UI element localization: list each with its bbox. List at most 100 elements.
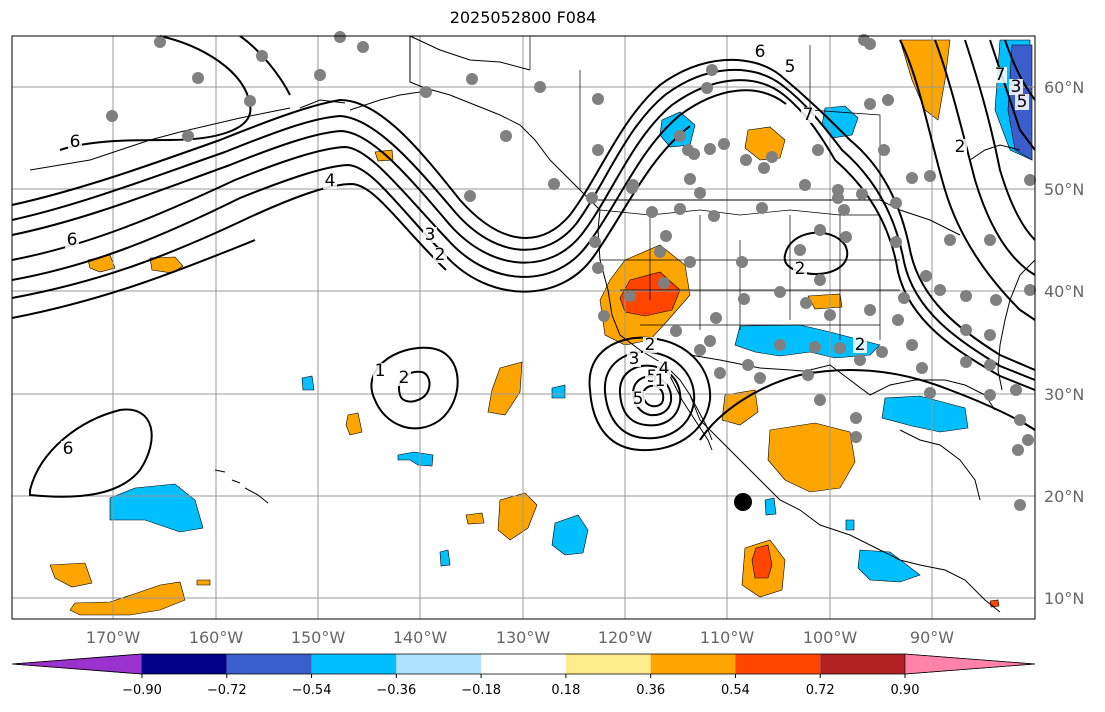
contour-line (11, 182, 447, 299)
contour-line (1004, 39, 1036, 101)
contour-label-bg (953, 139, 967, 155)
station-dot (850, 412, 862, 424)
station-dot (464, 190, 476, 202)
contour-label-bg (631, 391, 645, 407)
anomaly-region (439, 549, 451, 567)
contour-label: 6 (63, 439, 74, 459)
contour-label-bg (61, 441, 75, 457)
colorbar-label: 0.54 (721, 683, 750, 698)
contour-line (641, 384, 665, 408)
colorbar-label: −0.18 (461, 683, 501, 698)
contour-label: 4 (659, 359, 670, 379)
station-dot (598, 310, 610, 322)
station-dot (466, 73, 478, 85)
station-dot (924, 387, 936, 399)
station-dot (708, 210, 720, 222)
contour-label: 2 (435, 245, 446, 265)
coastline-segment (689, 354, 816, 373)
contour-line (59, 35, 252, 151)
station-dot (944, 234, 956, 246)
station-dot (960, 324, 972, 336)
station-dot (710, 312, 722, 324)
station-dot (624, 290, 636, 302)
station-dot (754, 372, 766, 384)
station-dot (654, 246, 666, 258)
station-dot (420, 86, 432, 98)
station-dot (586, 192, 598, 204)
station-dot (824, 309, 836, 321)
contour-line (11, 58, 1036, 371)
station-dot (534, 81, 546, 93)
station-dot (742, 359, 754, 371)
coastline-segment (214, 469, 269, 504)
station-dot (646, 206, 658, 218)
station-dot (592, 93, 604, 105)
station-dot (854, 354, 866, 366)
station-dot (674, 130, 686, 142)
axis-ticks: 170°W 160°W 150°W 140°W 130°W 120°W 110°W 100°W… (86, 78, 1085, 647)
lat-tick-label: 40°N (1044, 282, 1084, 301)
station-dot (990, 294, 1002, 306)
colorbar-segment (481, 654, 566, 674)
station-dot (960, 290, 972, 302)
contour-label: 6 (70, 132, 81, 152)
lon-tick-label: 170°W (86, 628, 141, 647)
contour-label-bg (653, 373, 667, 389)
anomaly-region (807, 293, 843, 310)
contour-label-bg (1009, 79, 1023, 95)
contour-label-bg (993, 67, 1007, 83)
contour-label-bg (643, 337, 657, 353)
contour-label-bg (397, 370, 411, 386)
contour-label: 5 (785, 57, 796, 77)
station-dot (192, 72, 204, 84)
contour-line (783, 231, 849, 276)
coastline-segment (29, 107, 291, 171)
station-dot (314, 69, 326, 81)
lat-tick-label: 10°N (1044, 589, 1084, 608)
station-dot (357, 41, 369, 53)
contour-label: 3 (1011, 77, 1022, 97)
contour-layer (11, 35, 1036, 498)
station-dot (688, 148, 700, 160)
coastline-segment (299, 99, 346, 109)
anomaly-region (49, 562, 93, 588)
contour-line (239, 35, 291, 96)
station-dot (589, 236, 601, 248)
lon-tick-label: 130°W (496, 628, 551, 647)
colorbar-segment (820, 654, 905, 674)
station-dot (864, 38, 876, 50)
station-dot (660, 230, 672, 242)
station-dot (736, 256, 748, 268)
colorbar-label: −0.90 (122, 683, 162, 698)
contour-label: 7 (803, 105, 814, 125)
plot-title: 2025052800 F084 (449, 8, 597, 27)
anomaly-region (301, 375, 315, 391)
lat-tick-label: 50°N (1044, 180, 1084, 199)
station-dots (106, 31, 1036, 511)
station-dot (701, 82, 713, 94)
station-dot (674, 203, 686, 215)
station-dot (809, 341, 821, 353)
station-dot (906, 339, 918, 351)
station-dot (890, 236, 902, 248)
station-dot (906, 172, 918, 184)
station-dot (800, 297, 812, 309)
station-dot (774, 286, 786, 298)
contour-label: 2 (955, 137, 966, 157)
colorbar-segment (226, 654, 312, 674)
contour-label: 5 (647, 367, 658, 387)
station-dot (882, 94, 894, 106)
lon-tick-label: 150°W (291, 628, 346, 647)
contour-label-bg (423, 227, 437, 243)
colorbar-label: −0.54 (292, 683, 332, 698)
station-dot (916, 362, 928, 374)
contour-label: 5 (633, 389, 644, 409)
station-dot (684, 173, 696, 185)
coastline-segment (409, 35, 531, 71)
station-dot (1010, 384, 1022, 396)
contour-label: 3 (629, 349, 640, 369)
contour-line (588, 336, 712, 452)
